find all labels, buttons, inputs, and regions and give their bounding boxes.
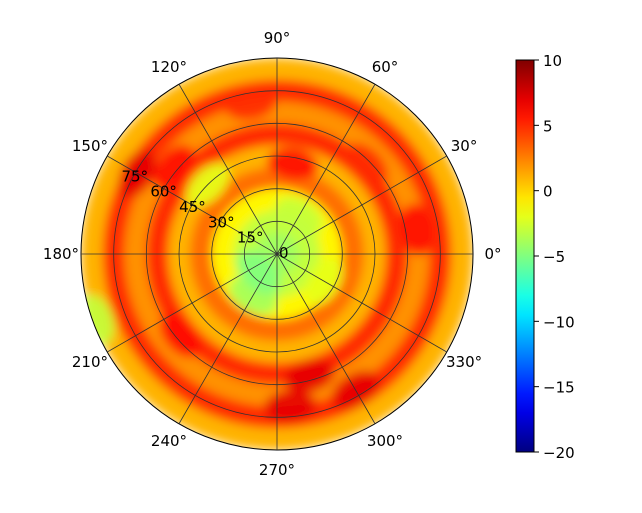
angular-tick-label: 330° [446, 353, 482, 371]
angular-tick-label: 240° [151, 432, 187, 450]
colorbar: 10 5 0 −5 −10 −15 −20 [515, 52, 575, 462]
heat-coldspot [236, 250, 281, 295]
radial-tick-label: 75° [121, 167, 148, 185]
heat-hotspot [152, 144, 195, 190]
colorbar-tick-label: 10 [543, 52, 562, 70]
colorbar-tick-label: −10 [543, 313, 575, 331]
radial-tick-label: 0 [279, 244, 289, 262]
angular-grid-spoke [276, 155, 447, 255]
angular-grid-spoke [178, 84, 278, 255]
angular-tick-label: 150° [72, 137, 108, 155]
radial-tick-label: 60° [150, 183, 177, 201]
angular-tick-label: 0° [484, 245, 501, 263]
angular-grid-spoke [107, 155, 278, 255]
angular-tick-label: 30° [451, 137, 478, 155]
angular-grid-spoke [276, 253, 447, 353]
angular-tick-label: 270° [259, 461, 295, 479]
heat-hotspot [344, 143, 388, 187]
colorbar-tick-label: 5 [543, 117, 553, 135]
angular-tick-label: 300° [367, 432, 403, 450]
angular-tick-labels: 0° 30° 60° 90° 120° 150° 180° 210° 240° 270° 300° 3… [43, 29, 502, 479]
angular-tick-label: 120° [151, 58, 187, 76]
polar-grid [80, 57, 474, 451]
angular-tick-label: 210° [72, 353, 108, 371]
angular-grid-spoke [276, 253, 376, 424]
radial-tick-label: 45° [179, 198, 206, 216]
angular-grid-spoke [276, 84, 376, 255]
colorbar-tick-label: −20 [543, 444, 575, 462]
angular-tick-label: 60° [372, 58, 399, 76]
angular-tick-label: 180° [43, 245, 79, 263]
angular-grid-spoke [107, 253, 278, 353]
radial-tick-label: 30° [208, 213, 235, 231]
angular-grid-spoke [178, 253, 278, 424]
radial-tick-label: 15° [237, 229, 264, 247]
angular-tick-label: 90° [264, 29, 291, 47]
heat-hotspot [284, 359, 336, 393]
heat-hotspot [400, 203, 433, 256]
heat-hotspot [159, 312, 201, 358]
colorbar-tick-label: −5 [543, 248, 565, 266]
radial-tick-labels: 0 15°30°45°60°75° [121, 167, 288, 262]
colorbar-gradient [515, 59, 535, 453]
colorbar-tick-label: 0 [543, 183, 553, 201]
colorbar-tick-label: −15 [543, 379, 575, 397]
